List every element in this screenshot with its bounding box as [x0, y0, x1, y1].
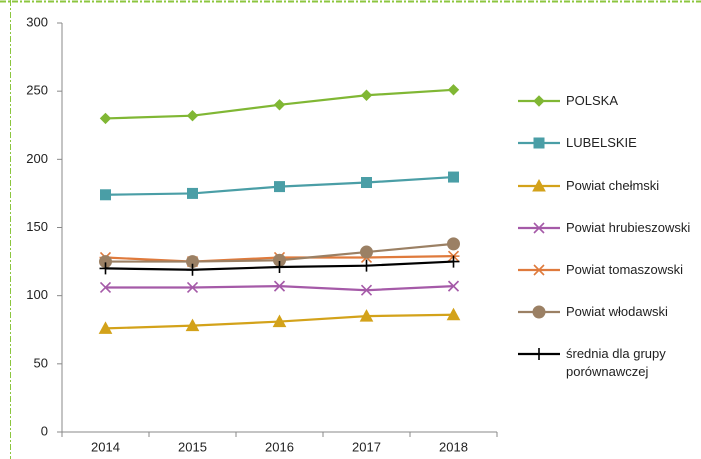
y-tick-label: 200	[26, 151, 48, 166]
marker	[533, 95, 545, 107]
marker	[361, 177, 372, 189]
marker	[274, 181, 285, 193]
marker	[447, 280, 460, 292]
marker	[446, 307, 461, 321]
marker	[186, 263, 199, 276]
marker	[186, 281, 199, 294]
x-tick-label: 2015	[178, 439, 207, 454]
marker	[360, 245, 373, 259]
legend-label: średnia dla grupy porównawczej	[566, 346, 666, 379]
y-tick-label: 150	[26, 219, 48, 234]
marker	[533, 222, 545, 234]
x-tick-label: 2016	[265, 439, 294, 454]
marker	[273, 99, 286, 111]
marker	[186, 109, 199, 122]
y-tick-label: 250	[26, 83, 48, 98]
y-tick-label: 100	[26, 287, 48, 302]
marker	[447, 255, 460, 268]
marker	[447, 84, 460, 96]
marker	[447, 237, 460, 251]
marker	[185, 318, 200, 332]
marker	[533, 348, 545, 360]
marker	[448, 171, 459, 183]
marker	[100, 189, 111, 201]
legend-label: Powiat hrubieszowski	[566, 220, 691, 235]
x-tick-label: 2017	[352, 439, 381, 454]
marker	[273, 261, 286, 274]
marker	[532, 305, 546, 319]
marker	[360, 284, 373, 296]
legend-label: Powiat chełmski	[566, 178, 660, 193]
y-tick-label: 300	[26, 14, 48, 29]
marker	[187, 187, 198, 199]
legend-label: POLSKA	[566, 93, 619, 108]
marker	[99, 262, 112, 275]
marker	[98, 321, 113, 334]
marker	[99, 112, 112, 125]
marker	[99, 281, 112, 294]
marker	[360, 259, 373, 272]
y-tick-label: 0	[41, 423, 48, 438]
marker	[273, 280, 286, 292]
marker	[533, 264, 545, 276]
legend-label: Powiat włodawski	[566, 304, 668, 319]
x-tick-label: 2018	[439, 439, 468, 454]
marker	[359, 309, 374, 322]
marker	[272, 314, 287, 328]
y-tick-label: 50	[34, 355, 48, 370]
marker	[533, 137, 545, 149]
legend-label: Powiat tomaszowski	[566, 262, 684, 277]
legend-label: LUBELSKIE	[566, 135, 637, 150]
marker	[532, 178, 546, 192]
marker	[360, 89, 373, 101]
x-tick-label: 2014	[91, 439, 120, 454]
